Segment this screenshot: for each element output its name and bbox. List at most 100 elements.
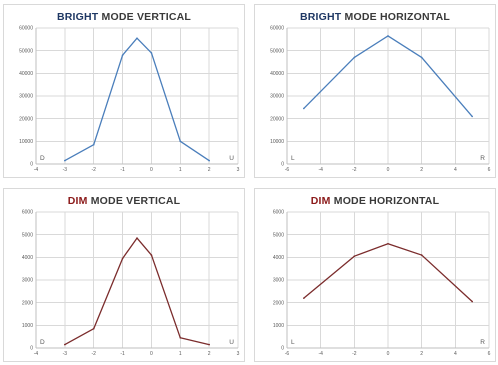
y-tick-label: 5000 bbox=[22, 232, 33, 238]
y-tick-label: 30000 bbox=[270, 94, 284, 100]
chart-title-rest: MODE HORIZONTAL bbox=[341, 11, 451, 23]
x-tick-label: 1 bbox=[179, 351, 182, 357]
direction-label-left: L bbox=[291, 339, 295, 346]
y-tick-label: 0 bbox=[281, 162, 284, 168]
y-tick-label: 20000 bbox=[19, 116, 33, 122]
y-tick-label: 4000 bbox=[273, 255, 284, 261]
y-tick-label: 60000 bbox=[19, 26, 33, 32]
y-tick-label: 10000 bbox=[270, 139, 284, 145]
y-tick-label: 0 bbox=[30, 162, 33, 168]
y-tick-label: 50000 bbox=[19, 48, 33, 54]
data-point bbox=[303, 107, 305, 110]
chart-title-rest: MODE VERTICAL bbox=[87, 195, 181, 207]
x-tick-label: 0 bbox=[387, 167, 390, 173]
x-tick-label: 0 bbox=[387, 351, 390, 357]
chart-title-accent: BRIGHT bbox=[56, 11, 99, 23]
y-tick-label: 0 bbox=[281, 346, 284, 352]
x-tick-label: -4 bbox=[318, 167, 323, 173]
direction-label-right: R bbox=[480, 339, 485, 346]
x-tick-label: -1 bbox=[120, 167, 125, 173]
data-point bbox=[420, 56, 423, 59]
y-tick-label: 3000 bbox=[22, 278, 33, 284]
x-tick-label: -6 bbox=[285, 351, 290, 357]
data-point bbox=[179, 337, 182, 339]
chart-title: BRIGHT MODE HORIZONTAL bbox=[255, 11, 495, 23]
data-point bbox=[92, 143, 95, 146]
y-tick-label: 10000 bbox=[19, 139, 33, 145]
data-point bbox=[121, 257, 124, 260]
x-tick-label: -2 bbox=[352, 351, 357, 357]
chart-panel-dim-horizontal: DIM MODE HORIZONTAL 0 1000 2000 3000 4000 500… bbox=[254, 188, 496, 362]
y-tick-label: 1000 bbox=[22, 323, 33, 329]
x-tick-label: -2 bbox=[352, 167, 357, 173]
data-point bbox=[208, 343, 210, 346]
data-point bbox=[387, 35, 389, 37]
line-chart-dim-horizontal: 0 1000 2000 3000 4000 5000 6000 -6 -4 -2 0 2 4 6 L R bbox=[273, 210, 491, 357]
y-tick-label: 50000 bbox=[270, 48, 284, 54]
x-tick-label: 4 bbox=[454, 351, 457, 357]
x-tick-label: 0 bbox=[150, 351, 153, 357]
y-tick-label: 1000 bbox=[273, 323, 284, 329]
y-tick-label: 3000 bbox=[273, 278, 284, 284]
data-point bbox=[353, 255, 356, 257]
data-point bbox=[353, 56, 356, 59]
x-tick-label: 2 bbox=[208, 167, 211, 173]
chart-title-accent: DIM bbox=[67, 195, 88, 207]
x-tick-label: 6 bbox=[488, 351, 491, 357]
x-tick-label: 2 bbox=[208, 351, 211, 357]
x-tick-label: -3 bbox=[63, 351, 68, 357]
x-tick-label: 3 bbox=[237, 167, 240, 173]
data-point bbox=[64, 343, 66, 346]
x-tick-label: 2 bbox=[420, 167, 423, 173]
chart-panel-bright-vertical: BRIGHT MODE VERTICAL 0 10000 20000 30000 400… bbox=[3, 4, 245, 178]
y-tick-label: 20000 bbox=[270, 116, 284, 122]
chart-title-accent: DIM bbox=[310, 195, 331, 207]
x-tick-label: 4 bbox=[454, 167, 457, 173]
data-point bbox=[136, 37, 138, 39]
data-point bbox=[92, 327, 95, 330]
y-tick-label: 40000 bbox=[19, 71, 33, 77]
y-tick-label: 30000 bbox=[19, 94, 33, 100]
data-point bbox=[150, 254, 153, 256]
direction-label-right: U bbox=[229, 155, 234, 162]
line-chart-bright-horizontal: 0 10000 20000 30000 40000 50000 60000 -6 -4 -2 0 2 4… bbox=[270, 26, 491, 173]
line-chart-dim-vertical: 0 1000 2000 3000 4000 5000 6000 -4 -3 -2 -1 0 1 2 3 D U bbox=[22, 210, 240, 357]
data-point bbox=[179, 140, 182, 143]
y-tick-label: 2000 bbox=[22, 300, 33, 306]
data-point bbox=[150, 52, 153, 54]
line-chart-bright-vertical: 0 10000 20000 30000 40000 50000 60000 -4 -3 -2 -1 0… bbox=[19, 26, 240, 173]
chart-title: BRIGHT MODE VERTICAL bbox=[4, 11, 244, 23]
x-tick-label: -4 bbox=[34, 351, 39, 357]
direction-label-right: R bbox=[480, 155, 485, 162]
chart-title: DIM MODE VERTICAL bbox=[4, 195, 244, 207]
x-tick-label: -4 bbox=[34, 167, 39, 173]
x-tick-label: 0 bbox=[150, 167, 153, 173]
y-tick-label: 6000 bbox=[273, 210, 284, 216]
direction-label-left: D bbox=[40, 339, 45, 346]
direction-label-left: D bbox=[40, 155, 45, 162]
chart-title: DIM MODE HORIZONTAL bbox=[255, 195, 495, 207]
y-tick-label: 4000 bbox=[22, 255, 33, 261]
y-tick-label: 60000 bbox=[270, 26, 284, 32]
chart-title-rest: MODE HORIZONTAL bbox=[330, 195, 440, 207]
chart-title-rest: MODE VERTICAL bbox=[98, 11, 192, 23]
y-tick-label: 0 bbox=[30, 346, 33, 352]
x-tick-label: 3 bbox=[237, 351, 240, 357]
data-point bbox=[64, 159, 66, 162]
x-tick-label: 2 bbox=[420, 351, 423, 357]
x-tick-label: -4 bbox=[318, 351, 323, 357]
y-tick-label: 2000 bbox=[273, 300, 284, 306]
data-point bbox=[420, 254, 423, 256]
direction-label-left: L bbox=[291, 155, 295, 162]
data-point bbox=[208, 159, 210, 162]
data-point bbox=[136, 237, 138, 239]
y-tick-label: 5000 bbox=[273, 232, 284, 238]
series-line bbox=[64, 37, 210, 162]
x-tick-label: -2 bbox=[91, 167, 96, 173]
data-point bbox=[471, 115, 473, 118]
x-tick-label: -2 bbox=[91, 351, 96, 357]
x-tick-label: -6 bbox=[285, 167, 290, 173]
chart-panel-dim-vertical: DIM MODE VERTICAL 0 1000 2000 3000 4000 5000 6… bbox=[3, 188, 245, 362]
series-line bbox=[64, 237, 210, 346]
